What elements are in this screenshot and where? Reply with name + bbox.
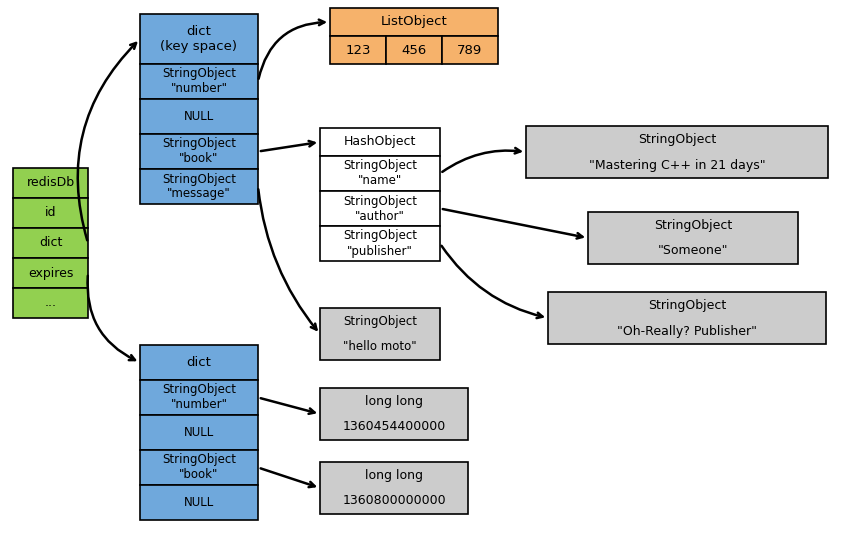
Bar: [320, 191, 440, 226]
Text: "Oh-Really? Publisher": "Oh-Really? Publisher": [617, 324, 757, 337]
Text: "hello moto": "hello moto": [343, 340, 417, 353]
Text: StringObject
"name": StringObject "name": [343, 160, 417, 188]
Text: StringObject
"number": StringObject "number": [162, 67, 236, 96]
Bar: [140, 99, 258, 134]
Bar: [320, 156, 440, 191]
Text: ListObject: ListObject: [381, 15, 448, 28]
Bar: [140, 64, 258, 99]
Bar: [320, 308, 440, 360]
Text: NULL: NULL: [184, 110, 215, 123]
Text: StringObject: StringObject: [648, 299, 726, 311]
Text: long long: long long: [365, 394, 423, 408]
Text: StringObject: StringObject: [343, 315, 417, 328]
Text: id: id: [45, 207, 56, 219]
Text: expires: expires: [28, 266, 73, 280]
Bar: [526, 126, 828, 178]
Bar: [140, 450, 258, 485]
Text: 1360454400000: 1360454400000: [343, 421, 446, 434]
Text: StringObject
"book": StringObject "book": [162, 453, 236, 481]
Bar: [320, 462, 468, 514]
Text: 456: 456: [401, 44, 427, 56]
Bar: [386, 36, 442, 64]
Bar: [140, 380, 258, 415]
Bar: [140, 14, 258, 64]
Bar: [13, 168, 88, 198]
Bar: [588, 212, 798, 264]
Bar: [320, 388, 468, 440]
Bar: [140, 415, 258, 450]
Text: 1360800000000: 1360800000000: [343, 494, 446, 508]
Text: dict: dict: [39, 236, 62, 249]
Bar: [13, 228, 88, 258]
Bar: [548, 292, 826, 344]
Bar: [140, 134, 258, 169]
Bar: [320, 226, 440, 261]
Text: StringObject
"number": StringObject "number": [162, 383, 236, 411]
Text: dict: dict: [187, 356, 211, 369]
Bar: [140, 169, 258, 204]
Text: StringObject
"publisher": StringObject "publisher": [343, 230, 417, 258]
Text: dict
(key space): dict (key space): [160, 25, 237, 53]
Bar: [330, 36, 386, 64]
Text: StringObject: StringObject: [654, 218, 732, 231]
Text: HashObject: HashObject: [343, 136, 416, 148]
Bar: [320, 128, 440, 156]
Bar: [13, 288, 88, 318]
Text: "Someone": "Someone": [658, 245, 728, 258]
Text: NULL: NULL: [184, 426, 215, 439]
Text: long long: long long: [365, 468, 423, 481]
Bar: [330, 8, 498, 36]
Bar: [442, 36, 498, 64]
Text: StringObject
"author": StringObject "author": [343, 195, 417, 223]
Text: ...: ...: [44, 296, 57, 310]
Text: 789: 789: [457, 44, 483, 56]
Bar: [13, 198, 88, 228]
Bar: [140, 485, 258, 520]
Bar: [140, 345, 258, 380]
Text: redisDb: redisDb: [26, 177, 75, 189]
Text: StringObject
"message": StringObject "message": [162, 172, 236, 201]
Text: "Mastering C++ in 21 days": "Mastering C++ in 21 days": [589, 159, 765, 172]
Text: StringObject: StringObject: [638, 132, 716, 146]
Text: NULL: NULL: [184, 496, 215, 509]
Text: StringObject
"book": StringObject "book": [162, 137, 236, 166]
Bar: [13, 258, 88, 288]
Text: 123: 123: [345, 44, 371, 56]
